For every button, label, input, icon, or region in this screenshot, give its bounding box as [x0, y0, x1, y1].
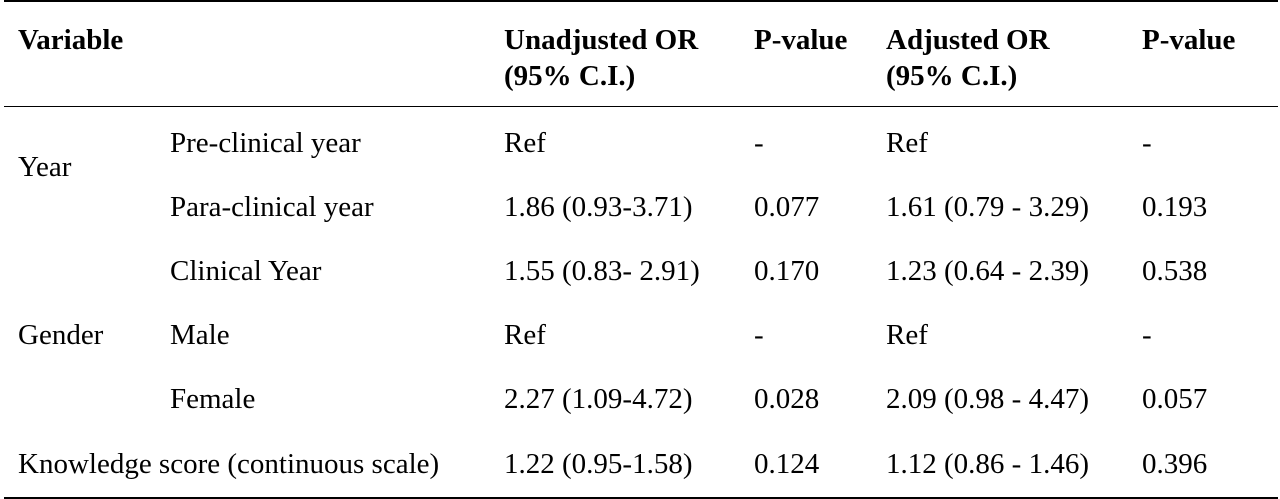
- table-header: Variable Unadjusted OR (95% C.I.) P-valu…: [4, 0, 1278, 107]
- row-adjusted-or: 1.23 (0.64 - 2.39): [886, 255, 1089, 287]
- knowledge-p-value-adjusted: 0.396: [1142, 431, 1278, 499]
- header-adjusted-or: Adjusted OR (95% C.I.): [886, 0, 1142, 107]
- row-sub-label: Clinical Year: [170, 255, 322, 287]
- table-row-knowledge: Knowledge score (continuous scale) 1.22 …: [4, 431, 1278, 499]
- header-variable: Variable: [4, 0, 504, 107]
- header-unadjusted-or-line1: Unadjusted OR: [504, 24, 699, 56]
- row-p-value-unadjusted: 0.170: [754, 255, 820, 287]
- row-unadjusted-or: 1.55 (0.83- 2.91): [504, 255, 700, 287]
- header-p-value-adjusted: P-value: [1142, 0, 1278, 107]
- row-group-label: Gender: [18, 319, 104, 351]
- knowledge-p-value-unadjusted: 0.124: [754, 431, 886, 499]
- row-p-value-unadjusted: -: [754, 127, 764, 159]
- row-group-label: [4, 239, 164, 303]
- row-sub-label: Male: [170, 319, 230, 351]
- row-unadjusted-or: 1.86 (0.93-3.71): [504, 191, 693, 223]
- row-p-value-unadjusted: 0.028: [754, 383, 820, 415]
- row-sub-label: Para-clinical year: [170, 191, 374, 223]
- header-adjusted-or-line2: (95% C.I.): [886, 60, 1018, 92]
- table-row: Female 2.27 (1.09-4.72) 0.028 2.09 (0.98…: [4, 367, 1278, 431]
- row-p-value-adjusted: -: [1142, 127, 1152, 159]
- table-row: Pre-clinical year Ref - Ref -: [4, 107, 1278, 176]
- header-unadjusted-or: Unadjusted OR (95% C.I.): [504, 0, 754, 107]
- row-sub-label: Pre-clinical year: [170, 127, 361, 159]
- table-row: Gender Male Ref - Ref -: [4, 303, 1278, 367]
- row-unadjusted-or: Ref: [504, 319, 546, 351]
- row-p-value-adjusted: 0.057: [1142, 383, 1208, 415]
- row-p-value-unadjusted: 0.077: [754, 191, 820, 223]
- row-adjusted-or: Ref: [886, 319, 928, 351]
- knowledge-score-label: Knowledge score (continuous scale): [4, 431, 504, 499]
- row-group-label: [4, 367, 164, 431]
- row-adjusted-or: Ref: [886, 127, 928, 159]
- row-p-value-adjusted: 0.193: [1142, 191, 1208, 223]
- header-adjusted-or-line1: Adjusted OR: [886, 24, 1050, 56]
- table-row: Year Para-clinical year 1.86 (0.93-3.71)…: [4, 151, 1278, 239]
- row-sub-label: Female: [170, 383, 256, 415]
- row-adjusted-or: 1.61 (0.79 - 3.29): [886, 191, 1089, 223]
- table-row: Clinical Year 1.55 (0.83- 2.91) 0.170 1.…: [4, 239, 1278, 303]
- row-p-value-adjusted: 0.538: [1142, 255, 1208, 287]
- row-adjusted-or: 2.09 (0.98 - 4.47): [886, 383, 1089, 415]
- row-p-value-unadjusted: -: [754, 319, 764, 351]
- header-row: Variable Unadjusted OR (95% C.I.) P-valu…: [4, 0, 1278, 107]
- row-unadjusted-or: 2.27 (1.09-4.72): [504, 383, 693, 415]
- row-p-value-adjusted: -: [1142, 319, 1152, 351]
- header-p-value-unadjusted: P-value: [754, 0, 886, 107]
- knowledge-adjusted-or: 1.12 (0.86 - 1.46): [886, 431, 1142, 499]
- odds-ratio-table: Variable Unadjusted OR (95% C.I.) P-valu…: [4, 0, 1278, 499]
- header-unadjusted-or-line2: (95% C.I.): [504, 60, 636, 92]
- row-group-label: Year: [18, 151, 72, 183]
- table-body: Pre-clinical year Ref - Ref - Year Para-…: [4, 107, 1278, 499]
- row-unadjusted-or: Ref: [504, 127, 546, 159]
- odds-ratio-table-container: Variable Unadjusted OR (95% C.I.) P-valu…: [4, 0, 1278, 499]
- knowledge-unadjusted-or: 1.22 (0.95-1.58): [504, 431, 754, 499]
